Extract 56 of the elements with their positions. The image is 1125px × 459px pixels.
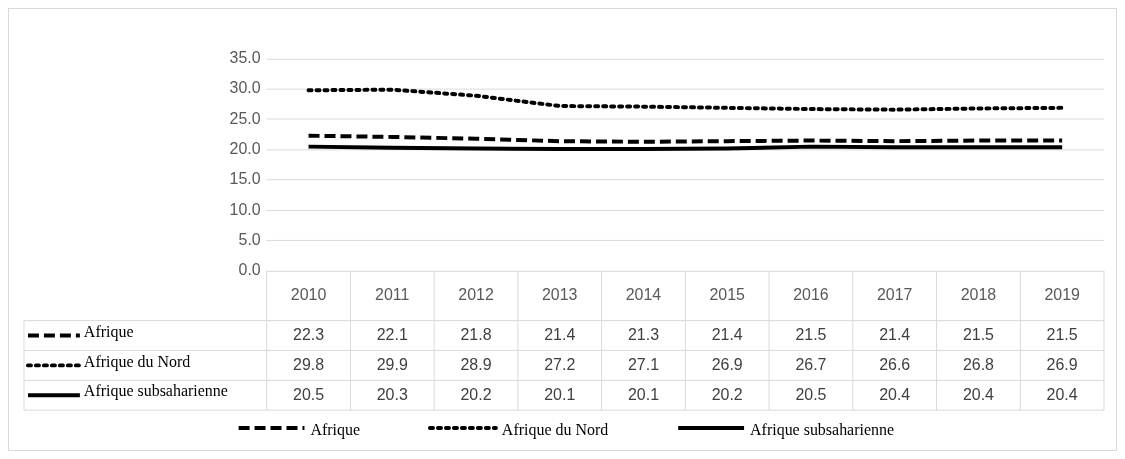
y-tick-label: 35.0 (229, 49, 261, 67)
data-label: 20.5 (293, 385, 325, 403)
text: Afrique (310, 421, 361, 439)
data-label: 20.3 (376, 385, 408, 403)
legend-label: Afrique du Nord (83, 352, 191, 371)
text: Afrique subsaharienne (750, 421, 895, 439)
legend-label: Afrique (83, 322, 134, 341)
line-series (306, 87, 1065, 112)
y-tick-label: 15.0 (229, 170, 261, 188)
x-tick-label: 2015 (709, 286, 746, 304)
legend-label: Afrique subsaharienne (83, 382, 228, 401)
y-tick-label: 25.0 (229, 109, 261, 127)
data-label: 20.4 (1046, 385, 1078, 403)
data-label: 26.6 (879, 355, 911, 373)
text: Afrique du Nord (501, 421, 609, 439)
x-tick-label: 2013 (541, 286, 578, 304)
data-label: 29.9 (376, 355, 408, 373)
data-label: 20.1 (627, 385, 660, 403)
data-label: 20.2 (711, 385, 743, 403)
x-tick-label: 2017 (876, 286, 913, 304)
data-label: 26.9 (1046, 355, 1078, 373)
y-tick-label: 5.0 (238, 230, 261, 248)
data-label: 28.9 (460, 355, 492, 373)
data-label: 20.1 (544, 385, 576, 403)
data-label: 21.8 (460, 325, 492, 343)
data-label: 21.5 (962, 325, 995, 343)
x-tick-label: 2018 (960, 286, 997, 304)
data-label: 26.8 (962, 355, 995, 373)
data-label: 20.4 (962, 385, 995, 403)
x-tick-label: 2014 (625, 286, 662, 304)
x-tick-label: 2012 (458, 286, 494, 304)
data-label: 26.7 (795, 355, 827, 373)
y-tick-label: 30.0 (229, 79, 261, 97)
data-label: 22.3 (293, 325, 325, 343)
x-tick-label: 2011 (375, 286, 410, 304)
y-tick-label: 10.0 (229, 200, 261, 218)
data-label: 21.5 (1046, 325, 1078, 343)
data-label: 26.9 (711, 355, 743, 373)
data-label: 21.4 (879, 325, 911, 343)
data-label: 27.2 (544, 355, 576, 373)
y-tick-label: 0.0 (238, 261, 261, 279)
line-series (306, 133, 1065, 144)
data-label: 27.1 (627, 355, 660, 373)
data-label: 20.5 (795, 385, 827, 403)
data-label: 21.4 (544, 325, 576, 343)
data-label: 20.4 (879, 385, 911, 403)
data-label: 20.2 (460, 385, 492, 403)
x-tick-label: 2010 (290, 286, 327, 304)
x-tick-label: 2019 (1044, 286, 1081, 304)
y-tick-label: 20.0 (229, 140, 261, 158)
data-label: 29.8 (293, 355, 325, 373)
data-label: 21.4 (711, 325, 743, 343)
data-label: 21.5 (795, 325, 827, 343)
data-label: 22.1 (376, 325, 408, 343)
data-label: 21.3 (627, 325, 660, 343)
x-tick-label: 2016 (793, 286, 829, 304)
